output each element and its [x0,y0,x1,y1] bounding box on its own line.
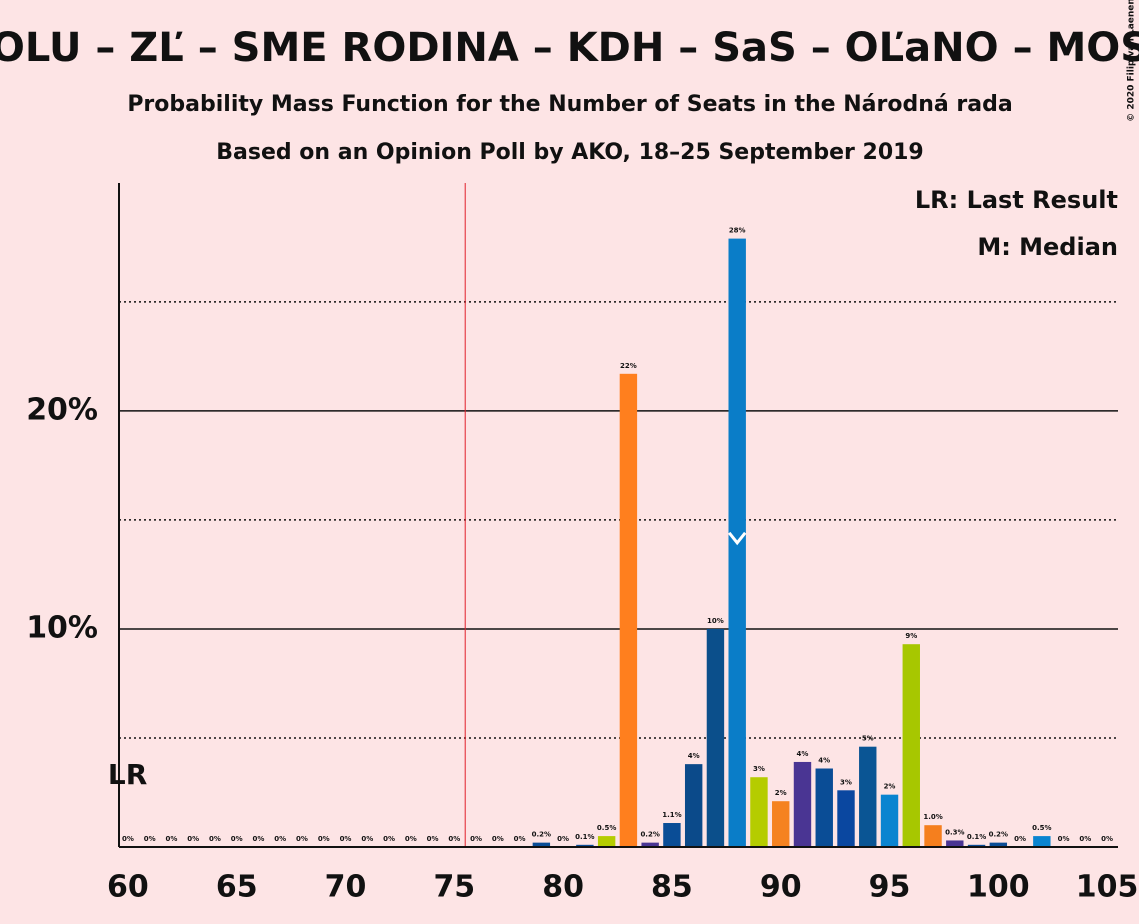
value-label: 3% [753,765,765,773]
value-label: 2% [775,789,787,797]
bar [772,801,790,847]
value-label: 0% [318,835,330,843]
value-label: 0% [122,835,134,843]
value-label: 0% [427,835,439,843]
value-label: 0% [383,835,395,843]
value-label: 0% [1079,835,1091,843]
bar [641,842,659,847]
value-label: 0% [209,835,221,843]
bar [576,844,594,847]
chart-subtitle: Based on an Opinion Poll by AKO, 18–25 S… [216,140,924,165]
legend-entry: M: Median [977,233,1118,261]
x-tick-label: 70 [325,870,367,905]
chart-title: OLU – ZĽ – SME RODINA – KDH – SaS – OĽaN… [0,25,1139,71]
median-marker [728,531,747,546]
x-tick-label: 85 [651,870,693,905]
x-tick-label: 90 [760,870,802,905]
x-tick-label: 75 [433,870,475,905]
bar [750,777,768,847]
value-label: 0% [1014,835,1026,843]
value-label: 1.1% [662,811,681,819]
copyright: © 2020 Filip van Laenen [1127,0,1137,122]
x-tick-label: 95 [869,870,911,905]
value-label: 0.3% [945,828,964,836]
value-label: 0% [187,835,199,843]
value-label: 0.2% [532,831,551,839]
value-label: 0% [253,835,265,843]
chart-subtitle: Probability Mass Function for the Number… [127,92,1012,117]
x-tick-label: 65 [216,870,258,905]
value-label: 0% [405,835,417,843]
x-tick-label: 80 [542,870,584,905]
value-label: 28% [729,227,746,235]
value-label: 0% [144,835,156,843]
value-label: 0% [1058,835,1070,843]
value-label: 0% [361,835,373,843]
value-label: 0% [296,835,308,843]
value-label: 0% [274,835,286,843]
x-tick-label: 105 [1076,870,1139,905]
value-label: 0.5% [1032,824,1051,832]
value-label: 0% [514,835,526,843]
bar [532,842,551,847]
value-label: 0.2% [640,831,659,839]
value-label: 0% [492,835,504,843]
legend-entry: LR: Last Result [915,186,1118,214]
value-label: 4% [818,756,830,764]
value-label: 3% [840,778,852,786]
value-label: 0.1% [967,833,986,841]
last-result-label: LR [108,758,147,791]
value-label: 0% [557,835,569,843]
bar [902,644,920,847]
bar [989,842,1008,847]
bar [880,794,899,847]
value-label: 0% [165,835,177,843]
bar [663,823,681,847]
bar [684,764,703,847]
y-tick-label: 10% [26,610,98,645]
bar [859,746,877,847]
value-label: 0% [470,835,482,843]
bar [597,836,616,847]
bar [924,825,942,847]
value-label: 0% [340,835,352,843]
bar [706,628,725,847]
x-tick-label: 60 [107,870,149,905]
value-label: 22% [620,362,637,370]
value-label: 4% [688,752,700,760]
value-label: 0.2% [989,831,1008,839]
value-label: 9% [905,632,917,640]
y-tick-label: 20% [26,392,98,427]
value-label: 1.0% [923,813,942,821]
bar [946,840,964,847]
bar [837,790,855,847]
value-label: 10% [707,617,724,625]
value-label: 2% [884,783,896,791]
value-label: 4% [797,750,809,758]
bar [1033,836,1051,847]
value-label: 0% [448,835,460,843]
bar [815,768,833,847]
bar [967,844,986,847]
bar [619,373,638,847]
value-label: 0% [1101,835,1113,843]
x-tick-label: 100 [967,870,1030,905]
value-label: 0% [231,835,243,843]
value-label: 5% [862,735,874,743]
value-label: 0.5% [597,824,616,832]
value-label: 0.1% [575,833,594,841]
bar [793,761,812,847]
